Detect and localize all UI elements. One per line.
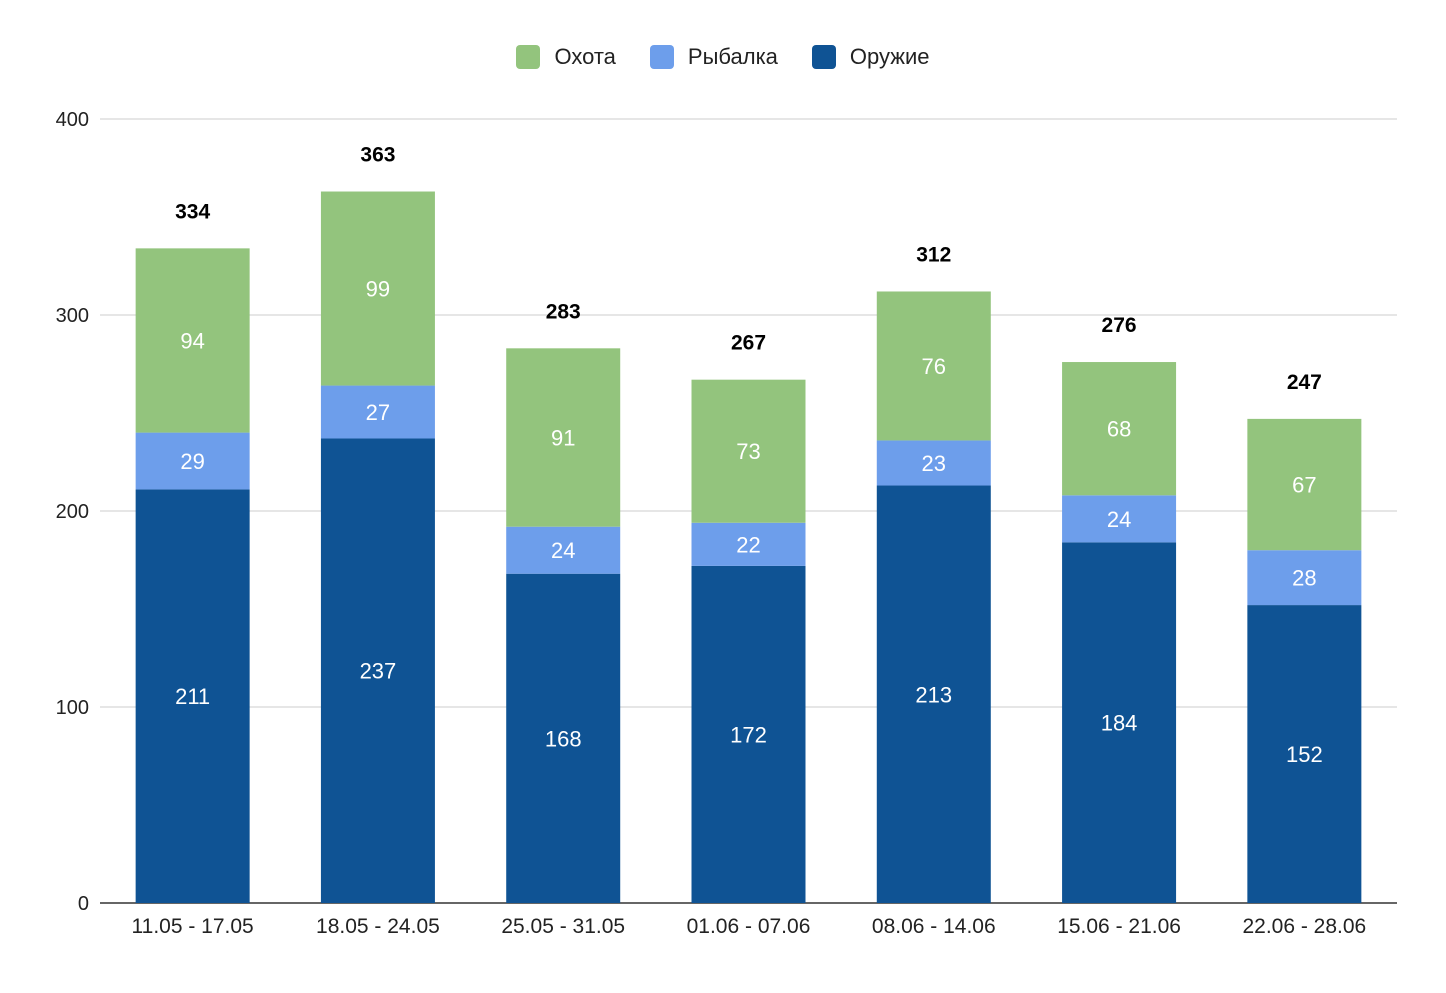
data-label: 76	[922, 354, 946, 379]
bar-segment	[876, 291, 991, 441]
data-label: 22	[736, 532, 760, 557]
y-tick-label: 300	[56, 305, 89, 327]
data-label: 211	[175, 684, 210, 709]
legend-swatch	[649, 45, 674, 69]
total-label: 267	[731, 332, 766, 355]
bar-segment	[1247, 418, 1362, 551]
data-label: 23	[922, 451, 946, 476]
bar-segment	[691, 379, 806, 523]
y-tick-label: 400	[56, 109, 89, 131]
legend-item: Рыбалка	[649, 44, 778, 70]
legend-label: Охота	[554, 44, 616, 69]
bar-segment	[1247, 605, 1362, 903]
total-label: 334	[175, 200, 210, 223]
total-label: 276	[1102, 314, 1137, 337]
bar-segment	[135, 489, 250, 903]
x-tick-label: 18.05 - 24.05	[316, 915, 440, 938]
x-tick-label: 01.06 - 07.06	[687, 915, 811, 938]
bar-segment	[876, 440, 991, 486]
bar-segment	[506, 348, 621, 527]
bar-segment	[691, 565, 806, 903]
bar-segment	[135, 248, 250, 433]
x-tick-label: 25.05 - 31.05	[501, 915, 625, 938]
legend-label: Рыбалка	[687, 44, 778, 69]
data-label: 24	[1107, 507, 1131, 532]
bar-segment	[1062, 362, 1177, 496]
data-label: 99	[366, 277, 390, 302]
bar-segment	[691, 522, 806, 566]
bar-segment	[1247, 550, 1362, 606]
y-tick-label: 0	[78, 893, 89, 915]
y-tick-label: 200	[56, 501, 89, 523]
data-label: 168	[545, 726, 582, 751]
data-label: 237	[360, 659, 397, 684]
bar-segment	[876, 485, 991, 903]
data-label: 152	[1286, 742, 1323, 767]
data-label: 184	[1101, 711, 1138, 736]
total-label: 247	[1287, 371, 1322, 394]
total-label: 283	[546, 300, 581, 323]
chart-legend: Охота Рыбалка Оружие	[0, 44, 1446, 70]
data-label: 28	[1292, 566, 1316, 591]
x-tick-label: 11.05 - 17.05	[132, 915, 254, 938]
total-label: 363	[360, 144, 395, 167]
legend-item: Охота	[516, 44, 616, 70]
data-label: 73	[736, 439, 760, 464]
y-tick-label: 100	[56, 697, 89, 719]
legend-label: Оружие	[849, 44, 930, 69]
bar-segment	[135, 432, 250, 490]
x-tick-label: 22.06 - 28.06	[1242, 915, 1366, 938]
x-tick-label: 15.06 - 21.06	[1057, 915, 1181, 938]
bar-segment	[506, 526, 621, 574]
total-label: 312	[916, 243, 951, 266]
bar-segment	[1062, 495, 1177, 543]
data-label: 29	[180, 449, 204, 474]
bar-segment	[320, 385, 435, 439]
bar-segment	[506, 573, 621, 903]
bar-segment	[320, 438, 435, 903]
data-label: 27	[366, 400, 390, 425]
x-tick-label: 08.06 - 14.06	[872, 915, 996, 938]
bar-segment	[320, 191, 435, 386]
data-label: 68	[1107, 417, 1131, 442]
data-label: 172	[730, 722, 767, 747]
bar-segment	[1062, 542, 1177, 903]
legend-item: Оружие	[811, 44, 930, 70]
data-label: 67	[1292, 473, 1316, 498]
data-label: 24	[551, 538, 575, 563]
legend-swatch	[811, 45, 836, 69]
data-label: 213	[915, 682, 952, 707]
data-label: 91	[551, 426, 575, 451]
legend-swatch	[516, 45, 541, 69]
data-label: 94	[180, 328, 204, 353]
